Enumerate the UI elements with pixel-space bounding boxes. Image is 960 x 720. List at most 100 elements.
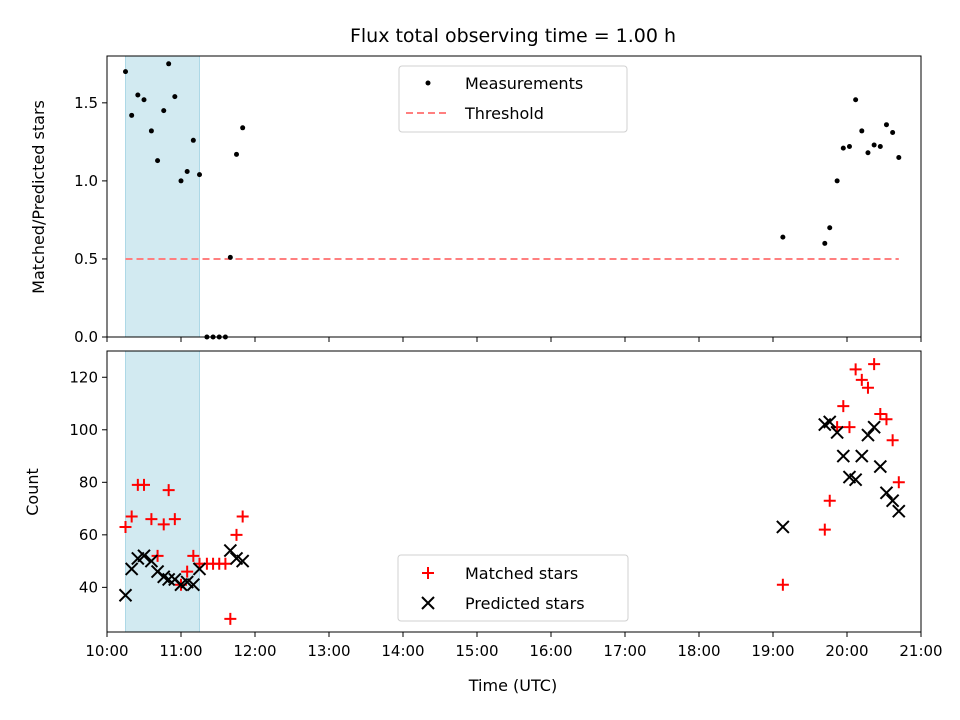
legend-predicted-marker [421, 596, 435, 610]
matched-star-point [138, 478, 150, 491]
y-tick-label: 100 [69, 421, 98, 439]
predicted-star-point [836, 449, 851, 463]
measurement-point [141, 97, 147, 103]
x-tick-label: 16:00 [529, 642, 572, 660]
matched-star-point [818, 523, 831, 536]
x-tick-label: 21:00 [899, 642, 942, 660]
top-highlight-span [125, 55, 200, 338]
measurement-point [883, 122, 889, 128]
x-tick-label: 15:00 [455, 642, 498, 660]
predicted-star-point [892, 504, 906, 518]
top-legend: Measurements Threshold [398, 65, 628, 133]
predicted-star-point [855, 449, 869, 463]
matched-star-point [892, 476, 905, 489]
matched-star-point [837, 400, 850, 413]
legend-predicted-label: Predicted stars [465, 594, 585, 613]
measurement-point [135, 92, 141, 98]
bottom-axes-frame [106, 350, 922, 633]
x-tick-label: 18:00 [677, 642, 720, 660]
legend-threshold-label: Threshold [464, 104, 544, 123]
predicted-star-point [124, 562, 139, 576]
matched-star-point [886, 434, 899, 447]
matched-star-point [874, 408, 887, 421]
y-tick-label: 0.5 [74, 250, 98, 268]
x-tick-label: 14:00 [381, 642, 424, 660]
matched-star-point [181, 565, 194, 578]
x-tick-label: 11:00 [159, 642, 202, 660]
measurement-point [161, 108, 167, 114]
y-tick-label: 60 [79, 526, 98, 544]
x-tick-label: 13:00 [307, 642, 350, 660]
matched-star-point [145, 513, 158, 526]
measurement-point [780, 234, 786, 240]
measurement-point [172, 94, 178, 100]
y-tick-label: 80 [79, 473, 98, 491]
bottom-panel: 40 60 80 100 120 10:00 11:00 12:00 13:00 14:00 15… [23, 350, 943, 695]
bottom-y-axis-label: Count [23, 468, 42, 516]
measurement-point [166, 61, 172, 67]
top-axes-frame [106, 55, 922, 338]
matched-star-point [187, 549, 200, 562]
legend-matched-marker [422, 567, 434, 579]
x-tick-label: 17:00 [603, 642, 646, 660]
y-tick-label: 120 [69, 368, 98, 386]
measurement-point [846, 144, 852, 150]
matched-star-point [219, 557, 232, 570]
matched-star-point [855, 373, 868, 386]
matched-star-point [168, 513, 181, 526]
x-tick-label: 12:00 [233, 642, 276, 660]
predicted-star-point [873, 459, 888, 474]
measurement-point [822, 240, 828, 246]
y-tick-label: 40 [79, 578, 98, 596]
bottom-legend: Matched stars Predicted stars [397, 554, 629, 622]
measurement-point [129, 112, 135, 118]
matched-star-point [861, 381, 874, 394]
measurement-point [227, 254, 233, 260]
predicted-star-point [848, 472, 863, 487]
measurement-point [148, 128, 154, 134]
predicted-star-point [776, 520, 790, 534]
measurement-point [865, 150, 871, 156]
predicted-star-point [186, 578, 201, 592]
predicted-star-point [885, 493, 900, 508]
matched-stars-series [119, 358, 905, 625]
top-y-ticks: 0.0 0.5 1.0 1.5 [74, 94, 107, 346]
x-tick-label: 10:00 [85, 642, 128, 660]
predicted-star-point [867, 420, 881, 434]
matched-star-point [119, 520, 132, 533]
predicted-stars-series [118, 415, 906, 602]
measurement-point [871, 142, 877, 148]
x-tick-label: 20:00 [825, 642, 868, 660]
matched-star-point [843, 421, 856, 434]
measurement-point [178, 178, 184, 184]
predicted-star-point [879, 486, 894, 500]
matched-star-point [230, 528, 243, 541]
bottom-x-ticks: 10:00 11:00 12:00 13:00 14:00 15:00 16:00 17:00… [85, 632, 943, 660]
measurement-point [184, 169, 190, 175]
predicted-star-point [830, 425, 844, 440]
measurement-point [240, 125, 246, 131]
matched-star-point [776, 578, 789, 591]
legend-measurements-label: Measurements [465, 74, 583, 93]
measurement-point [840, 145, 846, 151]
measurement-point [853, 97, 859, 103]
measurement-point [827, 225, 833, 231]
top-y-axis-label: Matched/Predicted stars [29, 100, 48, 294]
chart-title: Flux total observing time = 1.00 h [350, 25, 676, 47]
measurement-point [890, 129, 896, 135]
highlight-span-rect [125, 55, 200, 338]
top-legend-box [398, 65, 628, 133]
measurement-point [896, 154, 902, 160]
matched-star-point [157, 518, 170, 531]
measurements-series [123, 61, 902, 340]
measurement-point [877, 144, 883, 150]
predicted-star-point [235, 554, 250, 568]
measurement-point [197, 172, 202, 178]
matched-star-point [880, 413, 893, 426]
y-tick-label: 1.0 [74, 172, 98, 190]
matched-star-point [868, 358, 881, 371]
predicted-star-point [144, 554, 159, 568]
y-tick-label: 1.5 [74, 94, 98, 112]
y-tick-label: 0.0 [74, 328, 98, 346]
